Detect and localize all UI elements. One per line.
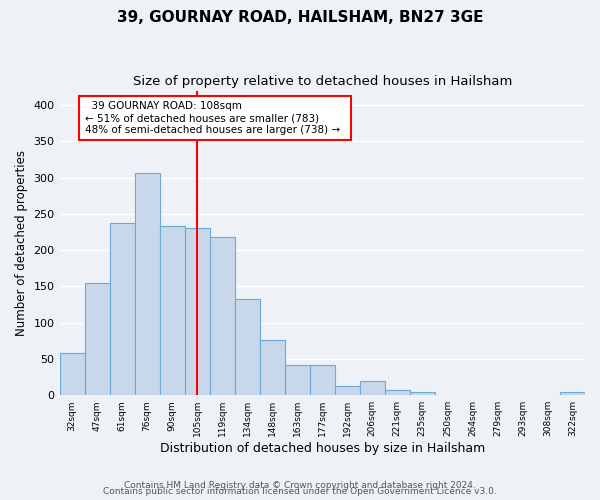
Bar (59, 353, 85, 395)
Text: 39, GOURNAY ROAD, HAILSHAM, BN27 3GE: 39, GOURNAY ROAD, HAILSHAM, BN27 3GE (117, 10, 483, 25)
Bar (185, 228, 209, 395)
Y-axis label: Number of detached properties: Number of detached properties (15, 150, 28, 336)
Text: 39 GOURNAY ROAD: 108sqm
← 51% of detached houses are smaller (783)
48% of semi-d: 39 GOURNAY ROAD: 108sqm ← 51% of detache… (85, 102, 346, 134)
Bar (209, 237, 235, 395)
Text: Contains HM Land Registry data © Crown copyright and database right 2024.: Contains HM Land Registry data © Crown c… (124, 481, 476, 490)
Title: Size of property relative to detached houses in Hailsham: Size of property relative to detached ho… (133, 75, 512, 88)
Bar (134, 173, 160, 395)
Bar (410, 392, 435, 395)
Bar (235, 298, 260, 395)
Text: Contains public sector information licensed under the Open Government Licence v3: Contains public sector information licen… (103, 487, 497, 496)
X-axis label: Distribution of detached houses by size in Hailsham: Distribution of detached houses by size … (160, 442, 485, 455)
Bar (85, 283, 110, 395)
Bar (160, 226, 185, 395)
Bar (260, 340, 285, 395)
Bar (110, 222, 134, 395)
Bar (560, 392, 585, 395)
Bar (335, 386, 360, 395)
Bar (310, 364, 335, 395)
Bar (360, 380, 385, 395)
Bar (385, 390, 410, 395)
Bar (285, 366, 310, 395)
